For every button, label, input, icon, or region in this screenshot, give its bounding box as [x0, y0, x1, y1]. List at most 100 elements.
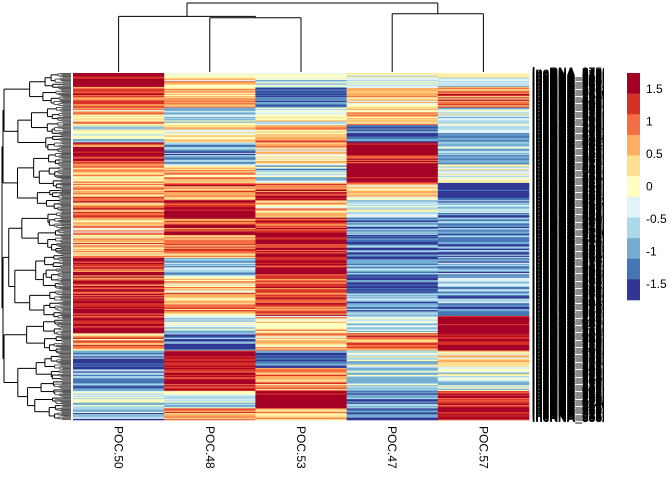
row-label: lncRNA_89259 — [532, 216, 616, 230]
heatmap-cell — [164, 315, 256, 318]
heatmap-cell — [255, 328, 347, 331]
row-label: lncRNA_75602 — [532, 98, 616, 112]
heatmap-cell — [164, 208, 256, 210]
heatmap-cell — [346, 245, 439, 247]
heatmap-cell — [255, 313, 347, 316]
heatmap-cell — [437, 189, 530, 192]
heatmap-cell — [164, 118, 256, 120]
heatmap-cell — [73, 240, 165, 243]
heatmap-cell — [437, 221, 530, 223]
row-label: lncRNA_59322 — [532, 118, 616, 132]
heatmap-cell — [437, 82, 530, 84]
heatmap-cell — [346, 408, 439, 410]
heatmap-cell — [164, 365, 256, 368]
heatmap-cell — [437, 162, 530, 164]
heatmap-cell — [346, 142, 439, 144]
heatmap-cell — [255, 344, 347, 347]
heatmap-cell — [255, 113, 347, 115]
heatmap-cell — [255, 105, 347, 107]
row-label: lncRNA_88596 — [532, 324, 616, 338]
heatmap-cell — [164, 300, 256, 303]
heatmap-cell — [346, 345, 439, 348]
heatmap-cell — [73, 169, 165, 171]
row-label: lncRNA_39413 — [532, 89, 616, 103]
heatmap-cell — [437, 251, 530, 253]
heatmap-cell — [164, 211, 256, 214]
heatmap-cell — [255, 275, 347, 277]
heatmap-cell — [346, 409, 439, 412]
heatmap-cell — [164, 167, 256, 170]
row-label: lncRNA_33251 — [532, 307, 616, 321]
heatmap-cell — [346, 100, 439, 103]
heatmap-cell — [437, 312, 530, 314]
row-label: lncRNA_35834 — [532, 242, 616, 256]
heatmap-cell — [164, 93, 256, 96]
heatmap-cell — [437, 299, 530, 302]
heatmap-cell — [73, 298, 165, 301]
heatmap-cell — [346, 159, 439, 162]
heatmap-cell — [346, 81, 439, 83]
heatmap-cell — [255, 82, 347, 84]
heatmap-cell — [437, 210, 530, 213]
heatmap-cell — [164, 327, 256, 329]
heatmap-cell — [255, 393, 347, 395]
heatmap-cell — [255, 398, 347, 400]
heatmap-cell — [164, 172, 256, 174]
row-label: lncRNA_91601 — [532, 339, 616, 353]
row-label: lncRNA_40559 — [532, 313, 616, 327]
heatmap-cell — [437, 232, 530, 235]
heatmap-cell — [437, 127, 530, 129]
heatmap-cell — [437, 314, 530, 317]
heatmap-cell — [437, 186, 530, 188]
heatmap-cell — [346, 306, 439, 309]
row-label: lncRNA_43348 — [532, 293, 616, 307]
heatmap-cell — [255, 254, 347, 257]
heatmap-cell — [437, 351, 530, 354]
heatmap-cell — [255, 293, 347, 296]
heatmap-cell — [164, 223, 256, 225]
heatmap-cell — [346, 90, 439, 92]
heatmap-cell — [164, 188, 256, 191]
heatmap-cell — [164, 271, 256, 274]
heatmap-cell — [73, 179, 165, 181]
heatmap-cell — [346, 305, 439, 307]
heatmap-cell — [255, 130, 347, 133]
heatmap-cell — [437, 138, 530, 141]
row-label: lncRNA_99625 — [532, 138, 616, 152]
heatmap-cell — [164, 214, 256, 216]
heatmap-cell — [346, 212, 439, 215]
row-label: lncRNA_64704 — [532, 183, 616, 197]
heatmap-cell — [73, 160, 165, 163]
heatmap-cell — [164, 123, 256, 126]
heatmap-cell — [164, 159, 256, 162]
heatmap-cell — [437, 108, 530, 111]
heatmap-cell — [255, 208, 347, 210]
heatmap-cell — [255, 134, 347, 136]
heatmap-cell — [255, 384, 347, 386]
heatmap-cell — [437, 85, 530, 88]
heatmap-cell — [437, 177, 530, 179]
heatmap-cell — [346, 93, 439, 96]
heatmap-cell — [255, 195, 347, 198]
heatmap-cell — [437, 288, 530, 290]
heatmap-cell — [255, 374, 347, 377]
heatmap-cell — [255, 194, 347, 196]
heatmap-cell — [73, 152, 165, 155]
heatmap-cell — [73, 116, 165, 119]
heatmap-cell — [164, 401, 256, 403]
heatmap-cell — [437, 175, 530, 178]
heatmap-cell — [346, 215, 439, 217]
heatmap-cell — [164, 341, 256, 343]
heatmap-cell — [164, 148, 256, 150]
heatmap-cell — [73, 130, 165, 133]
heatmap-cell — [73, 393, 165, 395]
heatmap-cell — [437, 157, 530, 159]
heatmap-cell — [346, 370, 439, 372]
heatmap-cell — [255, 292, 347, 295]
heatmap-cell — [73, 268, 165, 270]
heatmap-cell — [164, 77, 256, 80]
row-label: lncRNA_44136 — [532, 312, 616, 326]
heatmap-cell — [164, 329, 256, 332]
heatmap-cell — [437, 201, 530, 203]
row-label: lncRNA_26905 — [532, 344, 616, 358]
